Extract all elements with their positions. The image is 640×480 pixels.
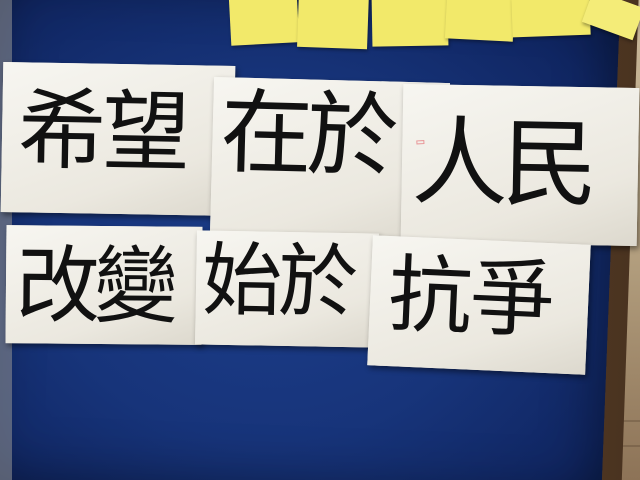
sticky-note xyxy=(371,0,449,47)
sign-text-top-middle: 在於 xyxy=(219,79,394,191)
sign-paper-bottom-right: 抗爭 xyxy=(367,235,591,375)
sign-text-top-left: 希望 xyxy=(17,78,188,185)
sticky-note xyxy=(297,0,369,50)
sticky-note xyxy=(444,0,516,42)
sign-text-bottom-right: 抗爭 xyxy=(386,245,555,351)
sticky-note xyxy=(511,0,591,38)
sign-paper-top-right: 人民 xyxy=(400,83,640,247)
sign-text-bottom-left: 改變 xyxy=(15,236,173,336)
sign-paper-top-left: 希望 xyxy=(0,61,236,217)
sign-paper-bottom-middle: 始於 xyxy=(195,230,379,348)
sign-text-bottom-middle: 始於 xyxy=(201,233,355,330)
sticky-note xyxy=(228,0,300,46)
sign-paper-bottom-left: 改變 xyxy=(5,225,203,345)
sign-text-top-right: 人民 xyxy=(411,106,593,222)
